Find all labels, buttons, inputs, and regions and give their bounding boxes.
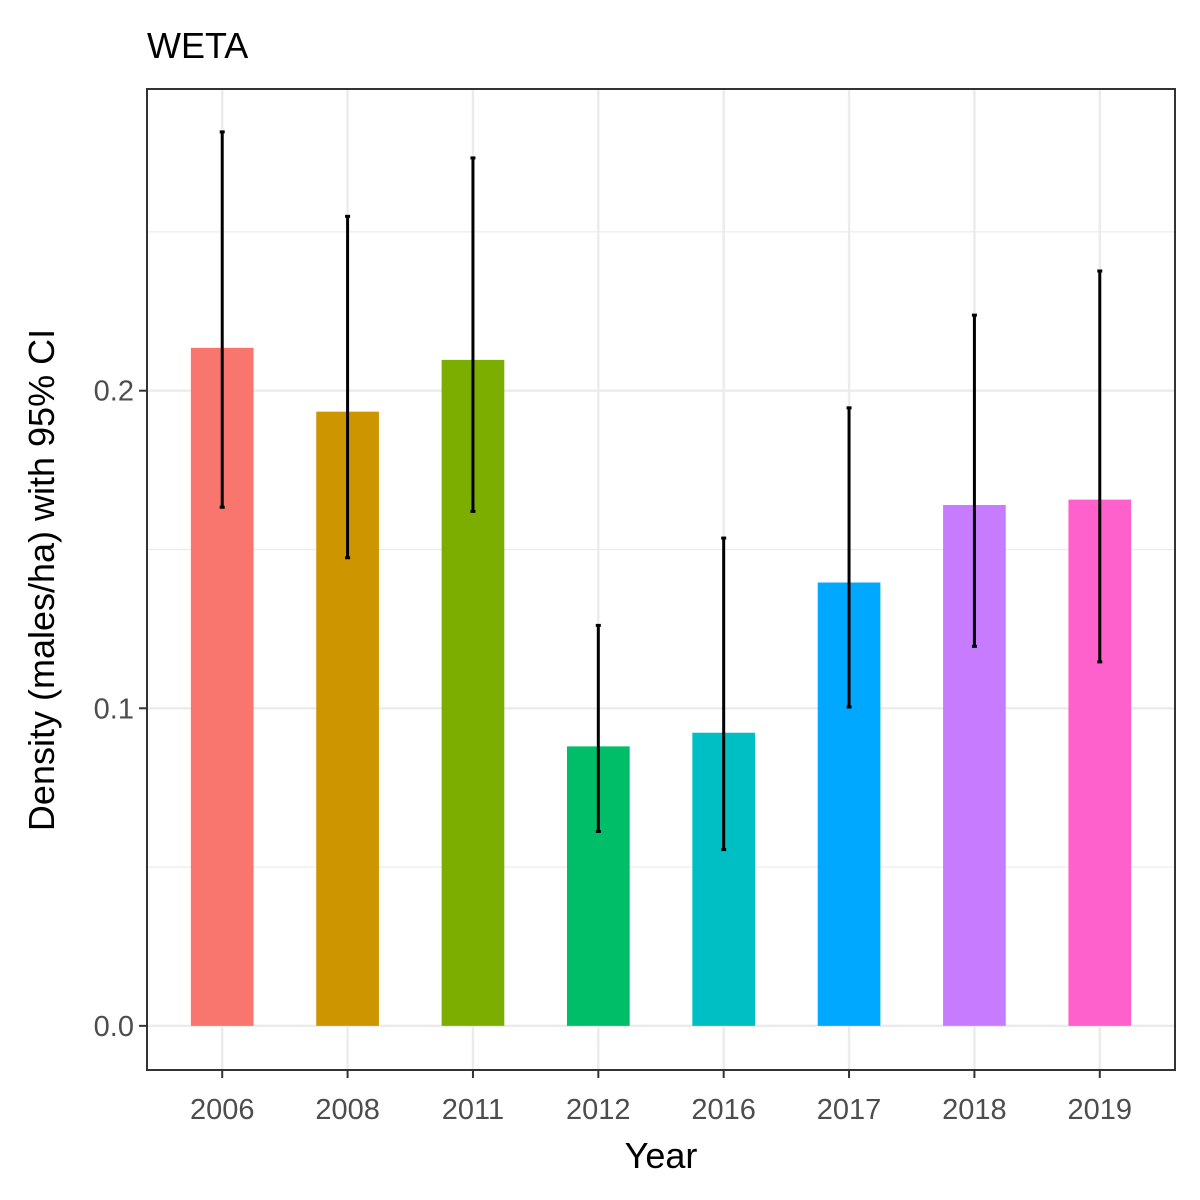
x-axis: 2006 2008 2011 2012 2016 2017 2018 2019: [190, 1070, 1132, 1126]
x-tick-label: 2006: [190, 1094, 255, 1126]
y-tick-label: 0.1: [94, 693, 134, 725]
x-tick-label: 2019: [1068, 1094, 1133, 1126]
x-tick-label: 2016: [691, 1094, 756, 1126]
x-tick-label: 2008: [315, 1094, 380, 1126]
y-axis-title: Density (males/ha) with 95% CI: [21, 329, 62, 831]
x-axis-title: Year: [625, 1135, 698, 1176]
x-tick-label: 2012: [566, 1094, 631, 1126]
error-bar-2019: [1097, 269, 1103, 664]
error-bar-2012: [595, 623, 601, 833]
error-bar-2018: [971, 313, 977, 648]
y-tick-label: 0.2: [94, 376, 134, 408]
plot-panel-border: [146, 88, 1176, 1071]
chart-title: WETA: [147, 25, 248, 66]
error-bar-2006: [219, 130, 225, 509]
error-bar-2017: [846, 406, 852, 709]
x-tick-label: 2018: [942, 1094, 1007, 1126]
x-tick-label: 2011: [442, 1094, 504, 1126]
bars: [190, 347, 1132, 1026]
x-tick-label: 2017: [817, 1094, 882, 1126]
error-bars: [219, 130, 1103, 852]
error-bar-2016: [721, 536, 727, 852]
error-bar-2011: [470, 156, 476, 513]
y-tick-label: 0.0: [94, 1011, 134, 1043]
error-bar-2008: [345, 214, 351, 560]
y-axis: 0.0 0.1 0.2: [94, 376, 147, 1043]
